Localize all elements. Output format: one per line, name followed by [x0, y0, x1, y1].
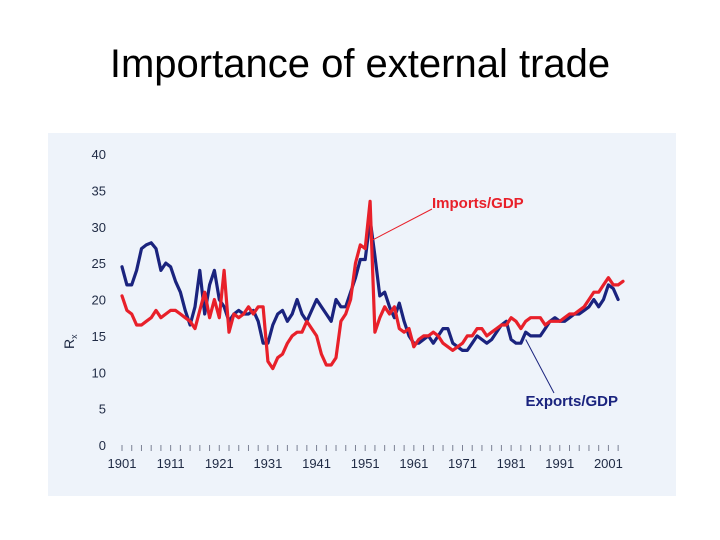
x-tick-label: 1951: [351, 456, 380, 471]
x-tick-label: 1981: [497, 456, 526, 471]
x-tick-label: 1961: [399, 456, 428, 471]
y-tick-label: 25: [92, 256, 106, 271]
series-annotations: Imports/GDP Exports/GDP: [369, 195, 618, 410]
y-axis-label-subscript: x: [69, 334, 79, 339]
x-tick-label: 1921: [205, 456, 234, 471]
y-axis-tick-labels: 0 5 10 15 20 25 30 35 40: [92, 147, 106, 453]
y-axis-label-main: R: [61, 339, 77, 349]
x-tick-label: 1911: [157, 456, 185, 471]
annotation-leader-line: [369, 208, 433, 242]
y-tick-label: 10: [92, 365, 106, 380]
x-tick-label: 1931: [253, 456, 282, 471]
line-chart: 0 5 10 15 20 25 30 35 40 1901 1911 1921 1931 1941 195…: [61, 147, 625, 471]
annotation-label: Imports/GDP: [432, 195, 524, 212]
y-tick-label: 40: [92, 147, 106, 162]
x-tick-label: 1971: [448, 456, 477, 471]
chart-panel: 0 5 10 15 20 25 30 35 40 1901 1911 1921 1931 1941 195…: [48, 133, 676, 496]
x-tick-label: 2001: [594, 456, 623, 471]
x-tick-label: 1901: [108, 456, 137, 471]
slide-title: Importance of external trade: [109, 42, 611, 86]
y-tick-label: 0: [99, 438, 106, 453]
y-axis-label: Rx: [61, 334, 79, 349]
annotation-label: Exports/GDP: [525, 393, 618, 410]
x-tick-label: 1991: [545, 456, 574, 471]
y-tick-label: 30: [92, 220, 106, 235]
annotation-leader-line: [525, 339, 555, 394]
x-axis-ticks: 1901 1911 1921 1931 1941 1951 1961 1971 1981 1991…: [108, 445, 623, 471]
y-tick-label: 15: [92, 329, 106, 344]
y-tick-label: 20: [92, 293, 106, 308]
series-lines: [120, 199, 625, 371]
series-line-imports-gdp: [120, 199, 625, 371]
x-tick-label: 1941: [302, 456, 331, 471]
y-tick-label: 35: [92, 183, 106, 198]
y-tick-label: 5: [99, 402, 106, 417]
